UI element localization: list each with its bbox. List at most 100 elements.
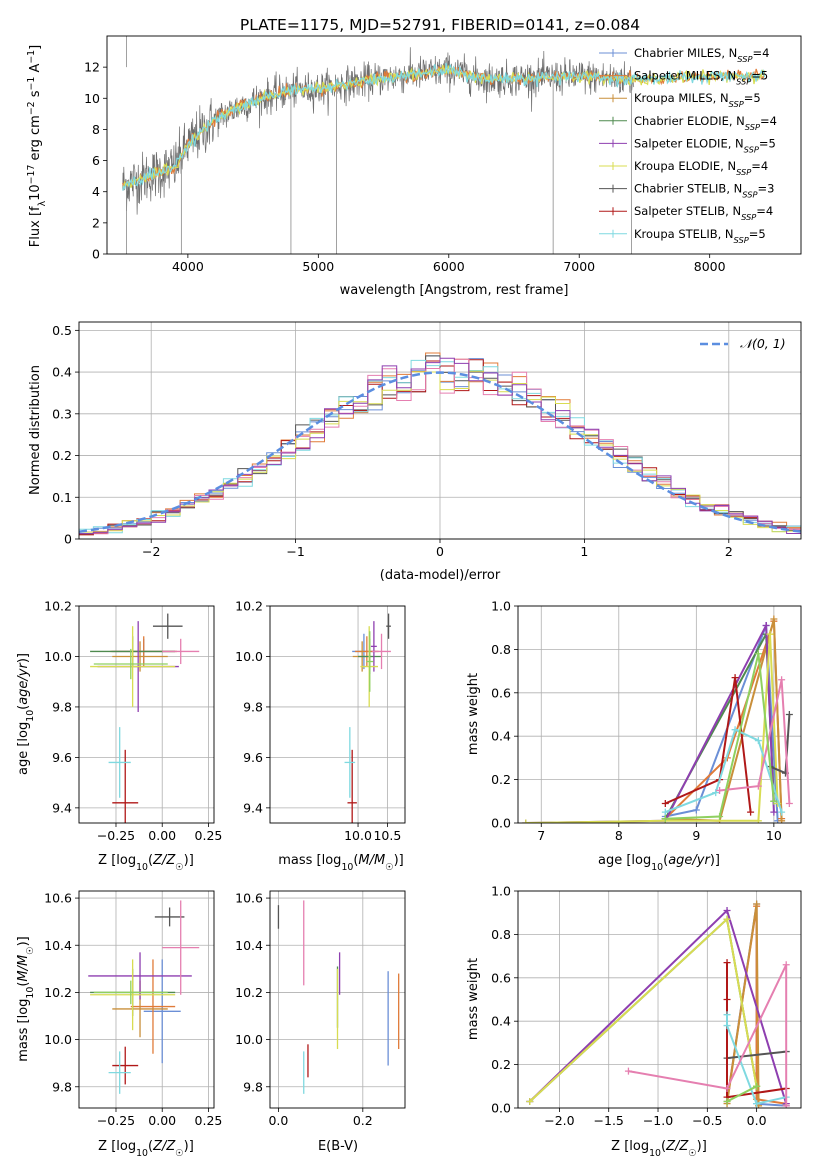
residuals-axes-ytick-label: 0.3 xyxy=(52,406,72,421)
weight-age-point xyxy=(766,630,774,638)
mass-z-ylabel-part: ( xyxy=(16,982,31,987)
mass-ebv-axes-ytick-label: 9.8 xyxy=(243,1079,263,1094)
spectrum-axes-xtick-label: 8000 xyxy=(694,259,726,274)
weight-age-point xyxy=(754,817,762,823)
spectrum-legend-label-part: =3 xyxy=(757,182,774,196)
weight-z-point xyxy=(723,1022,731,1030)
spectrum-legend-label-part: SSP xyxy=(741,212,756,222)
weight-z-point xyxy=(723,996,731,1003)
age-mass-axes-plot xyxy=(344,613,391,823)
spectrum-legend-label-part: SSP xyxy=(729,99,744,109)
weight-z-axes-ytick-label: 0.0 xyxy=(491,1101,511,1116)
mass-z-axes-ytick-label: 9.8 xyxy=(52,1079,72,1094)
weight-age-axes-ytick-label: 0.6 xyxy=(491,685,511,700)
spectrum-axes: 4000 5000 6000 7000 8000 0 2 4 6 8 10 12 Chabrier MI… xyxy=(84,35,802,274)
age-mass-axes-ytick-label: 9.4 xyxy=(243,800,263,815)
age-z-xlabel-part: ( xyxy=(148,853,153,868)
age-z-ylabel-part: ( xyxy=(16,705,31,710)
weight-z-xlabel-part: )] xyxy=(697,1139,707,1154)
spectrum-ylabel-part: −1 xyxy=(26,77,37,91)
spectrum-legend-label-part: =4 xyxy=(756,204,773,218)
spectrum-ylabel-part: Flux [f xyxy=(28,206,43,247)
age-mass-xlabel-part: ☉ xyxy=(385,862,393,873)
weight-age-point xyxy=(754,737,762,745)
age-mass-axes-ytick-label: 9.8 xyxy=(243,699,263,714)
spectrum-axes-ytick-label: 10 xyxy=(84,91,100,106)
weight-age-point xyxy=(522,819,530,823)
spectrum-axes-ytick-label: 6 xyxy=(92,153,100,168)
weight-age-point xyxy=(661,808,669,816)
spectrum-ylabel-part: s xyxy=(28,90,43,101)
age-mass-axes-ytick-label: 9.6 xyxy=(243,750,263,765)
mass-ebv-axes-ytick-label: 10.2 xyxy=(235,985,263,1000)
mass-z-axes-xtick-label: −0.25 xyxy=(97,1113,135,1128)
figure-title: PLATE=1175, MJD=52791, FIBERID=0141, z=0… xyxy=(240,16,640,34)
weight-z-xlabel-part: Z/Z xyxy=(665,1139,689,1154)
spectrum-legend-label-part: Chabrier ELODIE, N xyxy=(634,114,745,128)
weight-z-xlabel-part: 10 xyxy=(649,1148,661,1159)
weight-age-axes-ytick-label: 0.0 xyxy=(491,816,511,831)
residuals-axes-frame: −2 −1 0 1 2 0 0.1 0.2 0.3 0.4 0.5 𝒩(0, 1) xyxy=(52,321,802,559)
weight-age-point xyxy=(731,674,739,682)
mass-z-axes-border xyxy=(78,890,215,1109)
weight-age-point xyxy=(770,615,778,623)
residuals-axes-xtick-label: −1 xyxy=(286,544,304,559)
age-mass-xlabel-part: mass [log xyxy=(278,853,341,868)
spectrum-legend-label: Salpeter ELODIE, NSSP=5 xyxy=(634,136,776,154)
spectrum-legend-label-part: =4 xyxy=(752,46,769,60)
weight-age-point xyxy=(716,812,724,820)
residuals-axes: −2 −1 0 1 2 0 0.1 0.2 0.3 0.4 0.5 𝒩(0, 1) xyxy=(52,321,802,559)
age-z-xlabel-part: Z/Z xyxy=(152,853,176,868)
weight-z-xlabel-part: ☉ xyxy=(688,1148,696,1159)
age-mass-axes-border xyxy=(269,605,406,824)
spectrum-legend-label-part: Kroupa MILES, N xyxy=(634,91,729,105)
spectrum-axes-xtick-label: 5000 xyxy=(302,259,334,274)
weight-z-series-line xyxy=(628,964,788,1106)
weight-z-xlabel-part: ( xyxy=(661,1139,666,1154)
weight-z-axes-xtick-label: −0.5 xyxy=(692,1113,722,1128)
spectrum-axes-plot xyxy=(122,36,766,254)
spectrum-legend-label: Kroupa ELODIE, NSSP=4 xyxy=(634,159,768,177)
mass-z-ylabel-part: )] xyxy=(16,936,31,946)
spectrum-ylabel-part: A xyxy=(28,64,43,77)
spectrum-model-line xyxy=(122,62,766,191)
spectrum-legend-label-part: =4 xyxy=(751,159,768,173)
weight-z-axes: −2.0 −1.5 −1.0 −0.5 0.0 0.0 0.2 0.4 0.6 0.8 1.0 xyxy=(491,884,802,1128)
residuals-axes-xtick-label: 1 xyxy=(580,544,588,559)
mass-z-ylabel-part: 10 xyxy=(25,987,36,999)
weight-age-point xyxy=(731,726,739,734)
weight-age-axes-ytick-label: 0.4 xyxy=(491,729,511,744)
age-z-ylabel-part: 10 xyxy=(25,710,36,722)
spectrum-xlabel: wavelength [Angstrom, rest frame] xyxy=(340,283,569,298)
age-mass-xlabel-part: M/M xyxy=(358,853,385,868)
spectrum-legend-label-part: Kroupa STELIB, N xyxy=(634,227,734,241)
weight-age-axes-xtick-label: 10 xyxy=(766,828,782,843)
spectrum-ylabel-part: erg cm xyxy=(28,115,43,164)
age-z-axes: −0.25 0.00 0.25 9.4 9.6 9.8 10.0 10.2 xyxy=(44,599,222,844)
spectrum-legend-label-part: Salpeter ELODIE, N xyxy=(634,136,744,150)
age-z-axes-ytick-label: 9.6 xyxy=(52,750,72,765)
age-z-ylabel-part: age/yr xyxy=(16,661,31,704)
spectrum-axes-ytick-label: 4 xyxy=(92,184,100,199)
gaussian-curve xyxy=(79,371,801,533)
age-z-axes-ytick-label: 10.2 xyxy=(44,599,72,614)
spectrum-legend-label: Salpeter STELIB, NSSP=4 xyxy=(634,204,773,222)
weight-z-axes-ytick-label: 0.2 xyxy=(491,1057,511,1072)
residuals-axes-xtick-label: −2 xyxy=(142,544,160,559)
weight-age-xlabel-part: )] xyxy=(710,853,720,868)
weight-age-point xyxy=(770,797,778,805)
mass-ebv-axes-ytick-label: 10.6 xyxy=(235,891,263,906)
weight-z-xlabel-part: Z [log xyxy=(611,1139,649,1154)
spectrum-legend-label-part: Salpeter STELIB, N xyxy=(634,204,741,218)
age-z-xlabel-part: ☉ xyxy=(175,862,183,873)
age-mass-xlabel: mass [log10(M/M☉)] xyxy=(278,853,404,873)
weight-z-point xyxy=(723,1097,731,1105)
spectrum-legend-label: Chabrier MILES, NSSP=4 xyxy=(634,46,769,64)
weight-age-xlabel-part: age [log xyxy=(598,853,651,868)
weight-age-xlabel-part: ( xyxy=(663,853,668,868)
weight-z-point xyxy=(723,1084,731,1092)
age-z-xlabel-part: 10 xyxy=(136,862,148,873)
spectrum-legend-label-part: =5 xyxy=(744,91,761,105)
